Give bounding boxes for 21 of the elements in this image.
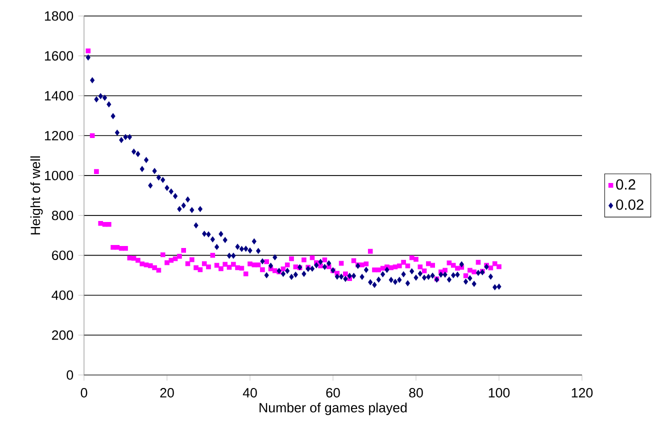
x-tick-label: 120	[572, 388, 593, 398]
y-tick-label: 600	[52, 250, 74, 260]
y-tick-label: 400	[52, 290, 74, 300]
y-tick-label: 1000	[44, 170, 74, 180]
y-tick-label: 1200	[44, 130, 74, 140]
x-tick-label: 20	[160, 388, 174, 398]
x-tick-label: 40	[242, 388, 257, 398]
x-tick-label: 60	[326, 388, 340, 398]
y-tick-label: 1800	[44, 11, 74, 21]
y-tick-label: 0	[66, 370, 74, 380]
y-tick-label: 800	[52, 210, 74, 220]
x-axis-title: Number of games played	[260, 402, 407, 416]
y-tick-label: 1600	[44, 51, 74, 61]
y-tick-label: 200	[52, 330, 74, 340]
y-tick-label: 1400	[44, 91, 74, 100]
legend-label: 0.2	[616, 179, 636, 190]
x-tick-label: 100	[488, 388, 510, 398]
y-axis-title: Height of well	[30, 156, 43, 234]
x-tick-label: 0	[80, 388, 88, 398]
x-tick-label: 80	[409, 388, 423, 398]
legend-label: 0.02	[616, 200, 644, 210]
